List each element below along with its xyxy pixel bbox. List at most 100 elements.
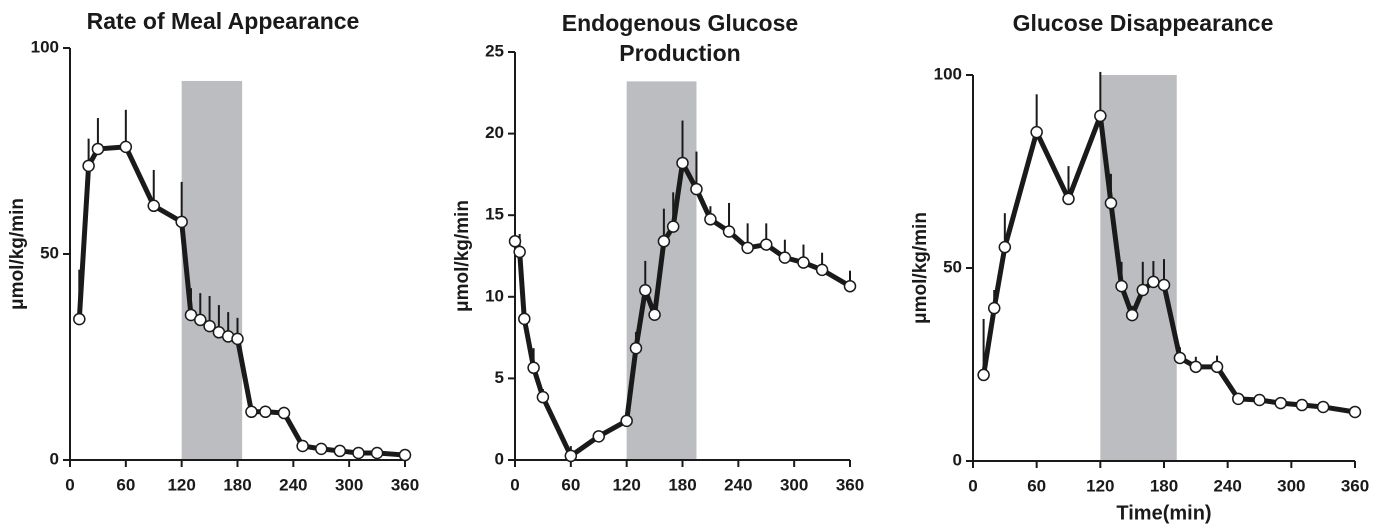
data-point xyxy=(1157,278,1171,292)
y-axis-label: μmol/kg/min xyxy=(452,200,473,312)
data-point xyxy=(203,319,216,333)
x-tick-label: 60 xyxy=(561,475,580,494)
data-point xyxy=(296,439,309,453)
data-point xyxy=(1115,279,1128,293)
data-point xyxy=(1125,308,1139,322)
data-point xyxy=(722,225,736,238)
data-point xyxy=(592,430,605,443)
x-tick-label: 0 xyxy=(510,475,519,494)
data-point xyxy=(315,442,328,456)
x-tick-label: 240 xyxy=(1213,476,1241,495)
data-point xyxy=(1316,400,1330,414)
y-tick-label: 0 xyxy=(495,449,504,468)
data-point xyxy=(977,368,990,382)
x-tick-label: 120 xyxy=(1086,476,1114,495)
x-tick-label: 60 xyxy=(116,475,135,494)
data-point xyxy=(175,215,188,229)
data-point xyxy=(1232,392,1245,406)
y-tick-label: 50 xyxy=(943,257,962,276)
data-point xyxy=(518,312,531,326)
y-tick-label: 0 xyxy=(50,449,59,468)
data-point xyxy=(1094,109,1107,123)
data-point xyxy=(1104,196,1118,210)
data-point xyxy=(987,301,1001,315)
y-tick-label: 0 xyxy=(953,450,962,469)
data-point xyxy=(333,444,347,458)
x-tick-label: 0 xyxy=(968,476,977,495)
x-tick-label: 0 xyxy=(65,475,74,494)
data-point xyxy=(277,406,291,420)
data-point xyxy=(231,332,244,346)
y-axis-label: μmol/kg/min xyxy=(910,212,931,324)
data-point xyxy=(513,245,526,259)
x-tick-label: 240 xyxy=(724,475,752,494)
y-axis-label: μmol/kg/min xyxy=(7,198,28,310)
data-point xyxy=(704,213,717,226)
x-tick-label: 300 xyxy=(1277,476,1305,495)
data-point xyxy=(843,279,857,293)
data-point xyxy=(527,361,540,375)
x-axis-label: Time(min) xyxy=(1116,502,1211,524)
data-point xyxy=(815,263,829,277)
x-tick-label: 300 xyxy=(335,475,363,494)
data-point xyxy=(1348,405,1362,419)
x-tick-label: 360 xyxy=(391,475,419,494)
y-tick-label: 100 xyxy=(934,64,962,83)
data-point xyxy=(398,448,412,462)
data-point xyxy=(259,405,272,419)
data-point xyxy=(657,235,671,248)
shaded-region xyxy=(1100,75,1177,461)
x-tick-label: 360 xyxy=(1341,476,1369,495)
data-point xyxy=(1274,396,1287,410)
data-point xyxy=(778,251,792,264)
data-point xyxy=(690,182,703,196)
data-point xyxy=(741,241,754,255)
data-point xyxy=(760,238,773,251)
data-point xyxy=(1295,398,1309,412)
data-point xyxy=(91,142,105,156)
data-point xyxy=(119,140,133,154)
data-point xyxy=(245,405,258,419)
data-point xyxy=(508,235,522,248)
data-point xyxy=(564,449,578,463)
shaded-region xyxy=(181,80,243,461)
x-tick-label: 180 xyxy=(223,475,251,494)
y-tick-label: 50 xyxy=(40,243,59,262)
y-tick-label: 5 xyxy=(495,368,504,387)
x-tick-label: 60 xyxy=(1027,476,1046,495)
data-point xyxy=(1173,351,1187,365)
x-tick-label: 180 xyxy=(1150,476,1178,495)
x-tick-label: 240 xyxy=(279,475,307,494)
y-tick-label: 10 xyxy=(485,286,504,305)
data-point xyxy=(1062,192,1075,206)
data-point xyxy=(194,313,207,327)
chart-title: Rate of Meal Appearance xyxy=(86,8,360,34)
data-point xyxy=(797,256,810,269)
data-point xyxy=(352,446,365,460)
data-point xyxy=(1030,125,1043,139)
data-point xyxy=(1136,283,1150,297)
y-tick-label: 100 xyxy=(31,37,59,56)
x-tick-label: 120 xyxy=(612,475,640,494)
data-point xyxy=(666,220,680,233)
x-tick-label: 120 xyxy=(167,475,195,494)
x-tick-label: 360 xyxy=(836,475,864,494)
data-point xyxy=(1253,393,1266,407)
data-point xyxy=(998,240,1012,254)
data-point xyxy=(676,156,689,170)
data-point xyxy=(73,312,86,326)
data-point xyxy=(370,446,384,460)
data-point xyxy=(620,414,633,428)
x-tick-label: 300 xyxy=(780,475,808,494)
data-point xyxy=(1189,360,1203,374)
data-point xyxy=(536,390,550,404)
y-tick-label: 20 xyxy=(485,123,504,142)
data-point xyxy=(639,284,652,297)
data-point xyxy=(629,341,643,355)
data-point xyxy=(1210,360,1224,374)
y-tick-label: 25 xyxy=(485,41,504,60)
data-point xyxy=(648,308,661,322)
x-tick-label: 180 xyxy=(668,475,696,494)
